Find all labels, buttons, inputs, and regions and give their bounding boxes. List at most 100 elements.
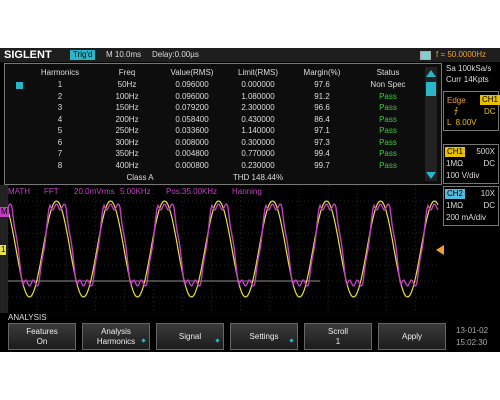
ch2-box[interactable]: CH2 10X 1MΩ DC 200 mA/div [443,186,499,226]
margin: 97.6 [314,80,330,89]
margin: 86.4 [314,114,330,124]
trigger-coupling: DC [484,107,496,116]
scope-screen: SIGLENT Trig'd M 10.0ms Delay:0.00µs f =… [0,48,500,352]
limit-rms: 2.300000 [241,103,275,112]
brand: SIGLENT [4,49,52,61]
coupling: DC [483,159,495,168]
channel-name: CH1 [445,147,466,157]
memory-depth: Curr 14Kpts [446,75,489,84]
margin: 97.1 [314,126,330,135]
math-position: Pos:35.00KHz [166,187,218,196]
value-rms: 0.000800 [175,160,209,170]
value-rms: 0.004800 [175,149,209,158]
menu-title: ANALYSIS [8,313,47,322]
status: Pass [379,114,397,124]
button-label: Apply [401,332,422,341]
harmonic-number: 1 [57,80,63,89]
harmonic-number: 8 [57,160,63,170]
harmonic-number: 4 [57,114,63,124]
menu-button[interactable]: Scroll 1 [304,323,372,350]
trigger-level: L 8.00V [447,118,477,127]
menu-button[interactable]: Apply [378,323,446,350]
status: Pass [379,160,397,170]
impedance: 1MΩ [446,159,464,168]
math-label: MATH [8,187,31,196]
button-label: Features [26,327,58,336]
trigger-source: CH1 [480,95,500,105]
scroll-thumb[interactable] [426,82,436,96]
math-scale: 20.0mVrms [74,187,115,196]
status: Pass [379,137,397,147]
column-header: Freq [118,68,136,77]
frequency: 200Hz [115,114,139,124]
math-window: Hanning [232,187,262,196]
scroll-up[interactable] [426,70,436,77]
value-rms: 0.096000 [175,80,209,89]
limit-rms: 0.770000 [241,149,275,158]
date: 13-01-02 [456,326,489,335]
button-label: Settings [249,332,279,341]
value-rms: 0.079200 [175,103,209,112]
menu-button[interactable]: Analysis Harmonics [82,323,150,350]
frequency: 150Hz [115,103,139,112]
frequency: f = 50.0000Hz [436,50,487,59]
status: Pass [379,91,397,101]
harmonic-number: 7 [57,149,63,158]
edge-icon: ⨍ [454,106,459,115]
button-label: Signal [178,332,202,341]
vertical-scale: 100 V/div [446,171,480,180]
math-span: 5.00KHz [120,187,151,196]
frequency: 50Hz [117,80,137,89]
column-header: Value(RMS) [170,68,214,77]
channel-name: CH2 [445,189,466,199]
ch1-waveform [7,200,439,298]
row-selector [16,82,23,89]
value-rms: 0.008000 [175,137,209,147]
ch1-box[interactable]: CH1 500X 1MΩ DC 100 V/div [443,144,499,184]
scroll-down[interactable] [426,172,436,179]
button-label: Analysis [101,327,131,336]
menu-button[interactable]: Signal [156,323,224,350]
button-label: Scroll [327,327,348,336]
margin: 96.6 [314,103,330,112]
sample-rate: Sa 100kSa/s [446,64,492,73]
probe-ratio: 500X [476,147,495,156]
limit-rms: 1.140000 [241,126,275,135]
menu-button[interactable]: Features On [8,323,76,350]
waveform-area [0,185,444,313]
math-marker: M [0,207,9,217]
status: Pass [379,149,397,158]
limit-rms: 0.230000 [241,160,275,170]
coupling: DC [483,201,495,210]
limit-rms: 0.300000 [241,137,275,147]
status: Pass [379,103,397,112]
status: Pass [379,126,397,135]
harmonic-number: 3 [57,103,63,112]
margin: 91.2 [314,91,330,101]
frequency: 350Hz [115,149,139,158]
frequency: 100Hz [115,91,139,101]
harmonics-table [4,63,442,185]
math-mode: FFT [44,187,59,196]
column-header: Limit(RMS) [238,68,278,77]
limit-rms: 1.080000 [241,91,275,101]
margin: 99.4 [314,149,330,158]
trigger-marker [436,245,444,255]
storage-icon [420,51,431,60]
column-header: Harmonics [40,68,80,77]
frequency: 250Hz [115,126,139,135]
math-waveform [7,203,439,287]
delay: Delay:0.00µs [152,50,199,59]
harmonic-number: 2 [57,91,63,101]
probe-ratio: 10X [480,189,495,198]
limit-rms: 0.430000 [241,114,275,124]
harmonic-number: 5 [57,126,63,135]
value-rms: 0.033600 [175,126,209,135]
top-bar [0,48,500,62]
limit-rms: 0.000000 [241,80,275,89]
harmonic-number: 6 [57,137,63,147]
menu-button[interactable]: Settings [230,323,298,350]
column-header: Status [376,68,400,77]
margin: 97.3 [314,137,330,147]
